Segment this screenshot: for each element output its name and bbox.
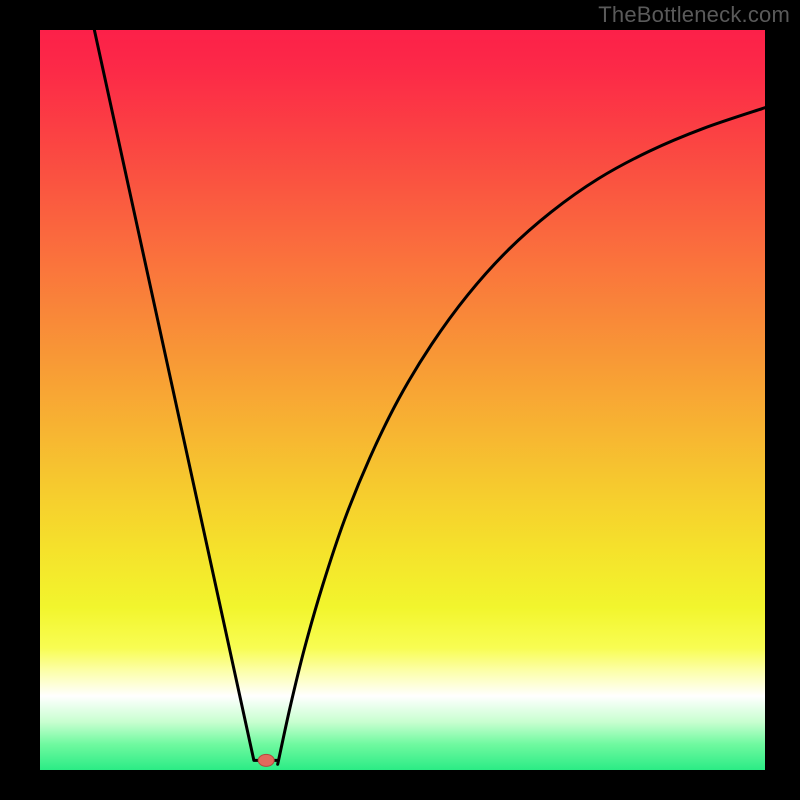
watermark-text: TheBottleneck.com <box>598 2 790 28</box>
gradient-background <box>40 30 765 770</box>
chart-svg <box>40 30 765 770</box>
plot-area <box>40 30 765 770</box>
minimum-marker <box>258 754 274 766</box>
